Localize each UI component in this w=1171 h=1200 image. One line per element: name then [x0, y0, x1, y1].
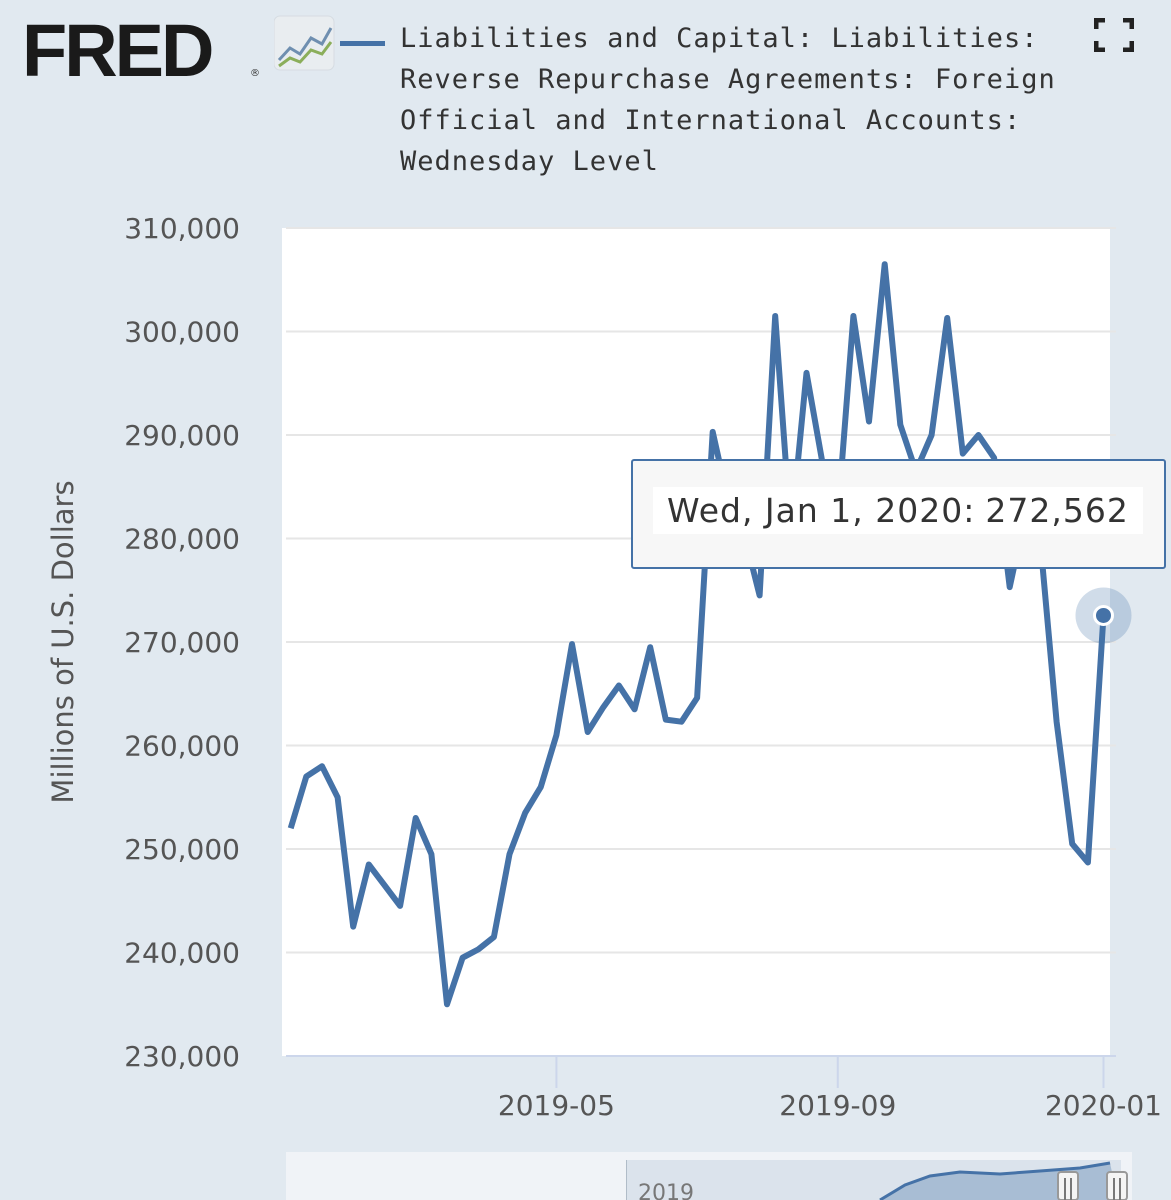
y-tick-label: 290,000 — [124, 419, 240, 452]
y-tick-label: 260,000 — [124, 730, 240, 763]
x-tick-label: 2020-01 — [1045, 1089, 1162, 1122]
y-tick-label: 250,000 — [124, 833, 240, 866]
hover-point-marker — [1092, 604, 1114, 626]
x-tick-label: 2019-09 — [779, 1089, 896, 1122]
data-tooltip: Wed, Jan 1, 2020: 272,562 — [631, 459, 1166, 569]
y-axis-label: Millions of U.S. Dollars — [46, 480, 80, 803]
legend-series-title: Liabilities and Capital: Liabilities: Re… — [400, 23, 1056, 177]
navigator-window[interactable] — [626, 1160, 1121, 1200]
legend-series-swatch — [340, 41, 385, 46]
y-tick-label: 310,000 — [124, 212, 240, 245]
fullscreen-icon[interactable] — [1094, 18, 1134, 52]
y-tick-label: 230,000 — [124, 1040, 240, 1073]
series-line — [287, 261, 1107, 1008]
registered-mark: ® — [250, 68, 260, 79]
y-tick-label: 240,000 — [124, 937, 240, 970]
y-tick-label: 280,000 — [124, 523, 240, 556]
y-tick-label: 300,000 — [124, 316, 240, 349]
logo-text: FRED — [22, 9, 214, 92]
trend-chart-icon — [274, 15, 335, 71]
y-tick-label: 270,000 — [124, 626, 240, 659]
x-tick-label: 2019-05 — [498, 1089, 615, 1122]
tooltip-separator: : — [963, 491, 976, 530]
tooltip-value: 272,562 — [985, 491, 1129, 530]
tooltip-date: Wed, Jan 1, 2020 — [667, 491, 964, 530]
